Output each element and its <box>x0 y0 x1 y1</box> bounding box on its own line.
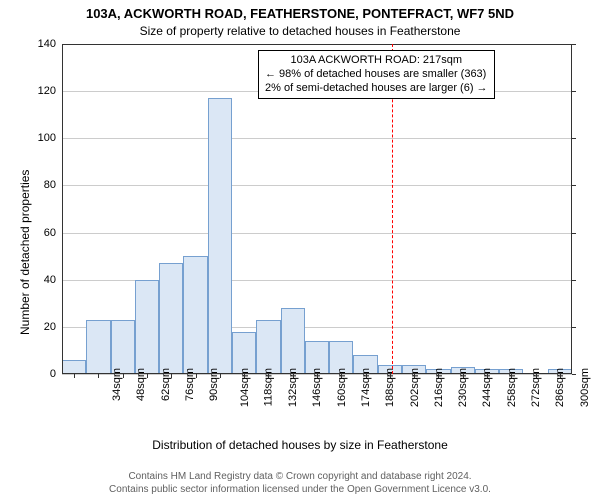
y-tick-label: 0 <box>50 368 56 380</box>
gridline <box>62 138 572 139</box>
x-tick-mark <box>244 374 245 378</box>
gridline <box>62 185 572 186</box>
gridline <box>62 233 572 234</box>
x-tick-mark <box>390 374 391 378</box>
y-axis-label: Number of detached properties <box>18 170 32 335</box>
x-tick-mark <box>123 374 124 378</box>
x-tick-mark <box>487 374 488 378</box>
x-tick-mark <box>463 374 464 378</box>
attribution: Contains HM Land Registry data © Crown c… <box>0 471 600 496</box>
x-tick-mark <box>196 374 197 378</box>
y-tick-mark <box>572 233 576 234</box>
x-tick-mark <box>511 374 512 378</box>
histogram-bar <box>208 98 232 374</box>
axis-line <box>62 373 572 374</box>
x-tick-mark <box>366 374 367 378</box>
y-tick-mark <box>572 138 576 139</box>
y-tick-mark <box>572 327 576 328</box>
x-tick-mark <box>98 374 99 378</box>
histogram-bar <box>183 256 207 374</box>
x-tick-mark <box>74 374 75 378</box>
histogram-bar <box>86 320 110 374</box>
histogram-bar <box>62 360 86 374</box>
y-tick-label: 100 <box>38 132 56 144</box>
y-tick-label: 120 <box>38 85 56 97</box>
y-tick-mark <box>572 374 576 375</box>
y-tick-label: 80 <box>44 179 56 191</box>
histogram-bar <box>256 320 280 374</box>
y-tick-label: 20 <box>44 321 56 333</box>
info-box: 103A ACKWORTH ROAD: 217sqm ← 98% of deta… <box>258 50 495 99</box>
chart-root: { "title": "103A, ACKWORTH ROAD, FEATHER… <box>0 0 600 500</box>
x-tick-mark <box>560 374 561 378</box>
histogram-bar <box>111 320 135 374</box>
x-tick-mark <box>268 374 269 378</box>
y-tick-mark <box>572 280 576 281</box>
x-tick-mark <box>341 374 342 378</box>
axis-line <box>62 44 572 45</box>
y-tick-label: 40 <box>44 274 56 286</box>
y-tick-mark <box>572 185 576 186</box>
x-tick-mark <box>536 374 537 378</box>
y-tick-label: 60 <box>44 227 56 239</box>
x-tick-mark <box>147 374 148 378</box>
x-tick-label: 300sqm <box>579 368 591 407</box>
info-line-smaller: ← 98% of detached houses are smaller (36… <box>265 68 488 82</box>
info-line-larger: 2% of semi-detached houses are larger (6… <box>265 82 488 96</box>
attribution-line1: Contains HM Land Registry data © Crown c… <box>0 471 600 484</box>
histogram-bar <box>135 280 159 374</box>
histogram-bar <box>281 308 305 374</box>
x-tick-mark <box>220 374 221 378</box>
x-tick-mark <box>438 374 439 378</box>
histogram-bar <box>159 263 183 374</box>
x-tick-mark <box>414 374 415 378</box>
y-tick-mark <box>572 44 576 45</box>
attribution-line2: Contains public sector information licen… <box>0 484 600 497</box>
x-axis-label: Distribution of detached houses by size … <box>0 438 600 452</box>
x-tick-mark <box>317 374 318 378</box>
x-tick-mark <box>293 374 294 378</box>
x-tick-mark <box>171 374 172 378</box>
axis-line <box>62 44 63 374</box>
chart-title: 103A, ACKWORTH ROAD, FEATHERSTONE, PONTE… <box>0 6 600 21</box>
axis-line <box>571 44 572 374</box>
y-tick-mark <box>572 91 576 92</box>
y-tick-label: 140 <box>38 38 56 50</box>
info-line-property: 103A ACKWORTH ROAD: 217sqm <box>265 54 488 68</box>
chart-subtitle: Size of property relative to detached ho… <box>0 24 600 38</box>
